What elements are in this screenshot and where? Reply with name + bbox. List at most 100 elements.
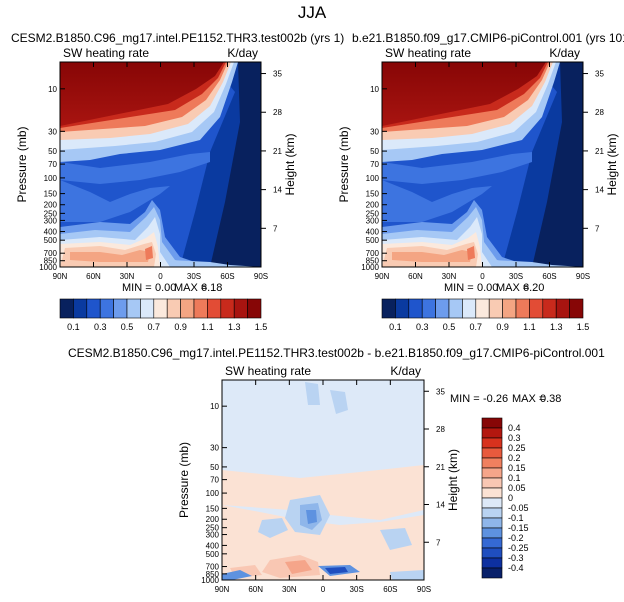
colorbar-swatch bbox=[73, 298, 88, 319]
colorbar-swatch bbox=[140, 298, 155, 319]
x-tick-label: 0 bbox=[158, 272, 163, 281]
y-axis-label: Pressure (mb) bbox=[337, 126, 351, 202]
y2-axis-label: Height (km) bbox=[283, 133, 297, 195]
x-tick-label: 60N bbox=[86, 272, 101, 281]
y-tick-label: 30 bbox=[370, 127, 379, 136]
colorbar-label: 0.5 bbox=[121, 322, 134, 332]
colorbar-swatch bbox=[99, 298, 114, 319]
colorbar-swatch bbox=[395, 298, 410, 319]
height-tick-label: 28 bbox=[273, 108, 282, 117]
colorbar-label: 0.5 bbox=[443, 322, 456, 332]
y-tick-label: 400 bbox=[366, 228, 380, 237]
colorbar-label: 0.9 bbox=[496, 322, 509, 332]
y-axis-label: Pressure (mb) bbox=[15, 126, 29, 202]
colorbar-panel-1: 0.1 0.3 0.5 0.7 0.9 1.1 1.3 1.5 bbox=[59, 298, 267, 332]
colorbar-diff-swatch bbox=[481, 427, 503, 439]
colorbar-diff-swatch bbox=[481, 477, 503, 489]
colorbar-swatch bbox=[59, 298, 74, 319]
colorbar-diff-swatch bbox=[481, 557, 503, 569]
colorbar-diff-swatch bbox=[481, 527, 503, 539]
panel-2-variable-label: SW heating rate bbox=[385, 46, 471, 60]
x-tick-label: 90S bbox=[254, 272, 268, 281]
figure-title: JJA bbox=[298, 3, 327, 22]
y-tick-label: 700 bbox=[366, 249, 380, 258]
y-tick-label: 1000 bbox=[201, 576, 219, 585]
x-tick-label: 60S bbox=[383, 585, 397, 594]
height-tick-label: 35 bbox=[436, 387, 445, 396]
y-tick-label: 300 bbox=[366, 216, 380, 225]
height-tick-label: 35 bbox=[273, 70, 282, 79]
y-axis-label: Pressure (mb) bbox=[177, 442, 191, 518]
panel-1-max-label: MAX = bbox=[174, 282, 207, 294]
x-tick-label: 60N bbox=[248, 585, 263, 594]
colorbar-diff-label: 0.25 bbox=[508, 443, 526, 453]
y-tick-label: 150 bbox=[206, 504, 220, 513]
y-tick-label: 400 bbox=[44, 228, 58, 237]
colorbar-swatch bbox=[113, 298, 128, 319]
colorbar-diff-swatch bbox=[481, 487, 503, 499]
height-tick-label: 14 bbox=[595, 186, 604, 195]
colorbar-diff-label: -0.15 bbox=[508, 523, 529, 533]
colorbar-swatch bbox=[569, 298, 584, 319]
colorbar-swatch bbox=[488, 298, 503, 319]
panel-3-variable-label: SW heating rate bbox=[225, 364, 311, 378]
colorbar-diff-label: 0.05 bbox=[508, 483, 526, 493]
colorbar-label: 0.9 bbox=[174, 322, 187, 332]
y-tick-label: 500 bbox=[206, 550, 220, 559]
y-tick-label: 700 bbox=[44, 249, 58, 258]
panel-3-min-value: -0.26 bbox=[483, 393, 508, 405]
y-tick-label: 70 bbox=[370, 160, 379, 169]
colorbar-swatch bbox=[448, 298, 463, 319]
colorbar-diff-label: 0.4 bbox=[508, 423, 521, 433]
colorbar-diff-label: -0.25 bbox=[508, 543, 529, 553]
y-tick-label: 70 bbox=[210, 476, 219, 485]
x-tick-label: 30N bbox=[120, 272, 135, 281]
y-tick-label: 250 bbox=[366, 209, 380, 218]
y-tick-label: 10 bbox=[210, 402, 219, 411]
colorbar-diff-label: -0.05 bbox=[508, 503, 529, 513]
colorbar-swatch bbox=[555, 298, 570, 319]
colorbar-diff-swatch bbox=[481, 497, 503, 509]
y-tick-label: 1000 bbox=[39, 263, 57, 272]
panel-model-1: CESM2.B1850.C96_mg17.intel.PE1152.THR3.t… bbox=[11, 31, 344, 294]
x-tick-label: 90S bbox=[576, 272, 590, 281]
colorbar-diff-label: -0.2 bbox=[508, 533, 524, 543]
colorbar-label: 1.3 bbox=[550, 322, 563, 332]
colorbar-swatch bbox=[153, 298, 168, 319]
colorbar-label: 0.1 bbox=[67, 322, 80, 332]
height-tick-label: 14 bbox=[273, 186, 282, 195]
y-tick-label: 150 bbox=[366, 190, 380, 199]
colorbar-diff-swatch bbox=[481, 437, 503, 449]
colorbar-diff-label: 0.2 bbox=[508, 453, 521, 463]
colorbar-swatch bbox=[381, 298, 396, 319]
x-tick-label: 60S bbox=[542, 272, 556, 281]
y-tick-label: 400 bbox=[206, 541, 220, 550]
y2-axis-label: Height (km) bbox=[446, 449, 460, 511]
panel-1-title: CESM2.B1850.C96_mg17.intel.PE1152.THR3.t… bbox=[11, 31, 344, 45]
y-tick-label: 150 bbox=[44, 190, 58, 199]
colorbar-diff-swatch bbox=[481, 567, 503, 579]
panel-3-max-value: 0.38 bbox=[540, 393, 561, 405]
colorbar-label: 0.7 bbox=[148, 322, 161, 332]
panel-3-max-label: MAX = bbox=[512, 393, 545, 405]
colorbar-diff-swatch bbox=[481, 417, 503, 429]
panel-3-min-label: MIN = bbox=[450, 393, 480, 405]
y-tick-label: 700 bbox=[206, 563, 220, 572]
y-tick-label: 850 bbox=[44, 257, 58, 266]
panel-2-min-value: 0.00 bbox=[477, 282, 498, 294]
y-tick-label: 850 bbox=[366, 257, 380, 266]
y-tick-label: 70 bbox=[48, 160, 57, 169]
y-tick-label: 500 bbox=[366, 236, 380, 245]
y2-axis-label: Height (km) bbox=[605, 133, 619, 195]
colorbar-swatch bbox=[193, 298, 208, 319]
x-tick-label: 90N bbox=[215, 585, 230, 594]
colorbar-difference: 0.40.30.250.20.150.10.050-0.05-0.1-0.15-… bbox=[481, 417, 529, 579]
colorbar-diff-swatch bbox=[481, 457, 503, 469]
colorbar-diff-swatch bbox=[481, 537, 503, 549]
y-tick-label: 50 bbox=[370, 147, 379, 156]
y-tick-label: 850 bbox=[206, 570, 220, 579]
height-tick-label: 35 bbox=[595, 70, 604, 79]
panel-difference: CESM2.B1850.C96_mg17.intel.PE1152.THR3.t… bbox=[68, 346, 605, 594]
x-tick-label: 30S bbox=[350, 585, 364, 594]
y-tick-label: 300 bbox=[206, 531, 220, 540]
